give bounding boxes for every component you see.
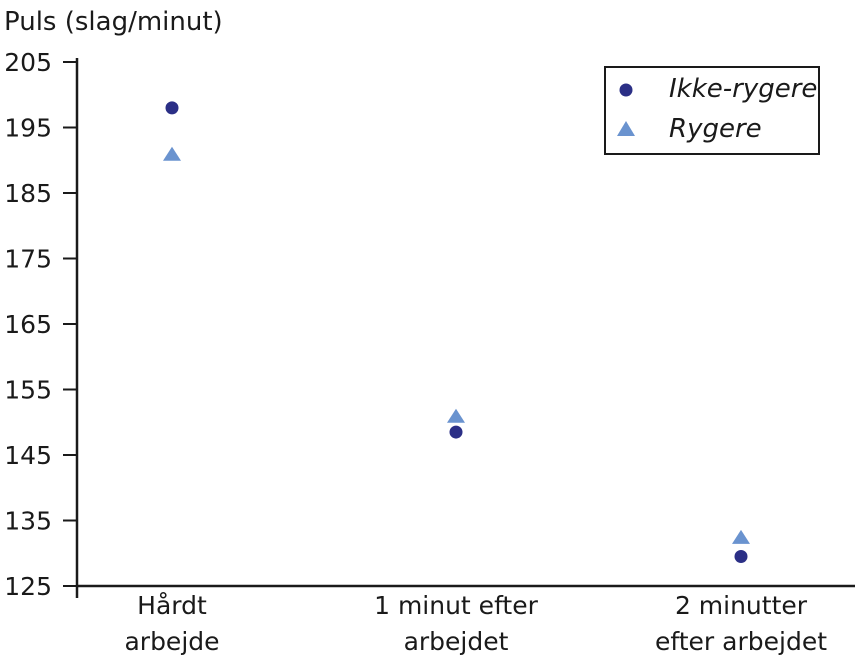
point-rygere-2 [732, 529, 750, 544]
y-tick-label-205: 205 [4, 48, 52, 77]
y-tick-label-145: 145 [4, 441, 52, 470]
data-points [163, 101, 750, 564]
legend: Ikke-rygere Rygere [604, 66, 820, 155]
point-ikke-rygere-0 [165, 101, 179, 115]
y-tick-label-125: 125 [4, 572, 52, 601]
y-axis-ticks: 125 135 145 155 165 175 185 195 205 [4, 48, 77, 601]
point-rygere-1 [447, 408, 465, 423]
point-ikke-rygere-1 [449, 425, 463, 439]
x-tick-label-2-0: 2 minutter [675, 591, 808, 620]
legend-label-ikke-rygere: Ikke-rygere [669, 74, 817, 104]
y-tick-label-185: 185 [4, 179, 52, 208]
y-tick-label-165: 165 [4, 310, 52, 339]
legend-marker-ikke-rygere [619, 83, 633, 97]
point-rygere-0 [163, 146, 181, 161]
x-tick-label-1-0: 1 minut efter [374, 591, 539, 620]
y-tick-label-155: 155 [4, 376, 52, 405]
legend-marker-rygere [617, 121, 635, 136]
legend-box [604, 66, 820, 155]
point-ikke-rygere-2 [734, 550, 748, 564]
x-axis-labels: Hårdt arbejde 1 minut efter arbejdet 2 minut… [124, 591, 827, 656]
y-tick-label-135: 135 [4, 507, 52, 536]
y-axis-label: Puls (slag/minut) [4, 7, 223, 37]
y-tick-label-175: 175 [4, 245, 52, 274]
legend-label-rygere: Rygere [669, 114, 762, 144]
x-tick-label-0-1: arbejde [124, 627, 219, 656]
x-tick-label-0-0: Hårdt [137, 591, 207, 620]
x-tick-label-2-1: efter arbejdet [655, 627, 827, 656]
y-tick-label-195: 195 [4, 114, 52, 143]
x-tick-label-1-1: arbejdet [404, 627, 509, 656]
